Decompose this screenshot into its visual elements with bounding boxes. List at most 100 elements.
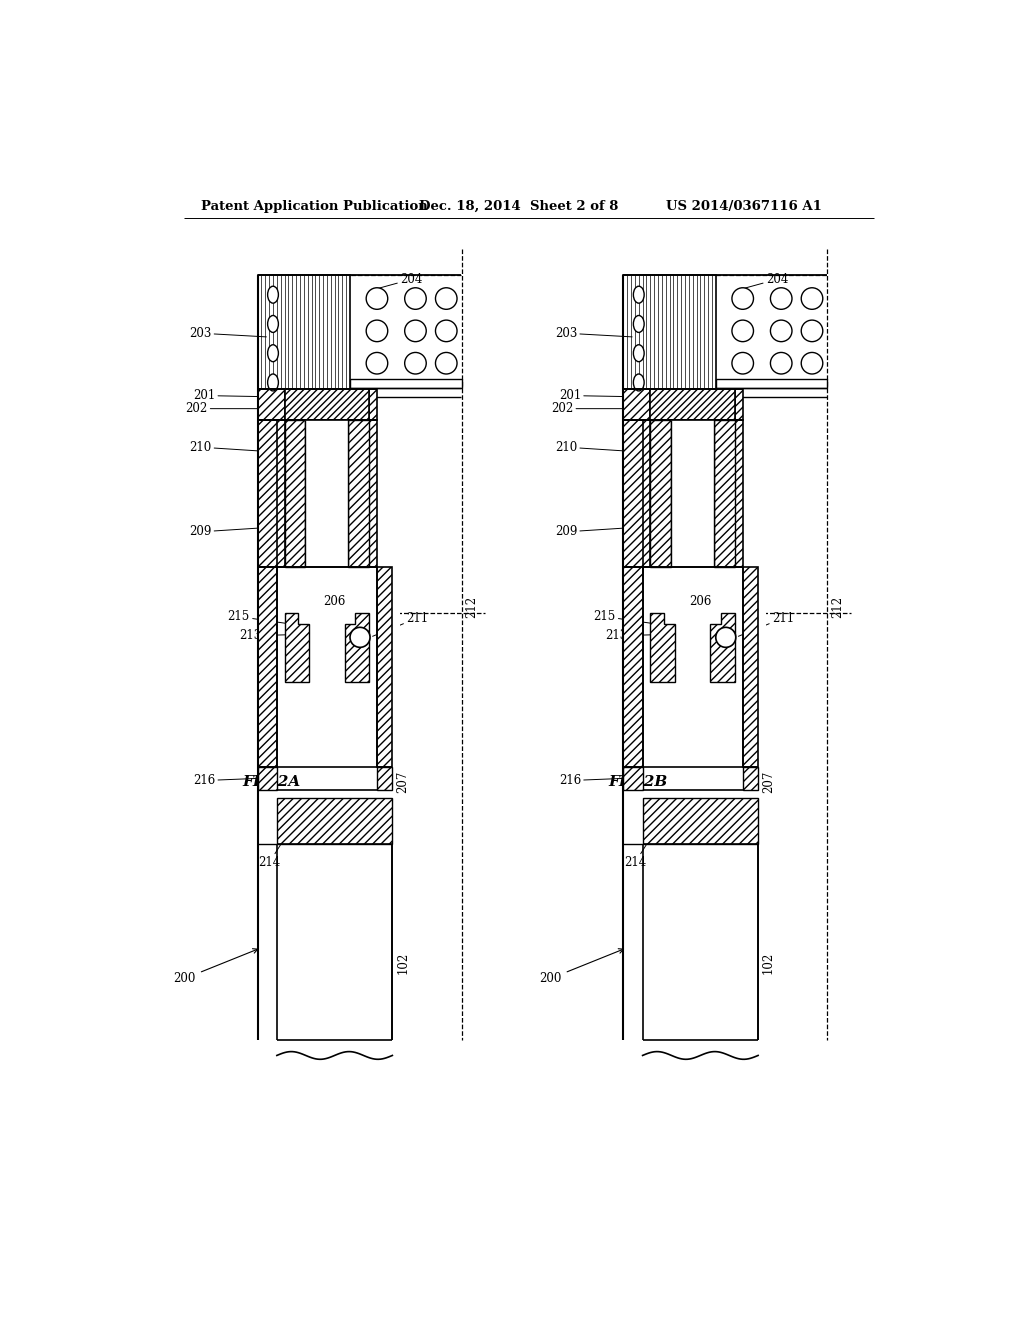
Bar	[716, 379, 827, 388]
Text: 102: 102	[396, 952, 410, 974]
Bar	[650, 389, 735, 420]
Bar	[258, 767, 276, 789]
Bar	[624, 566, 643, 767]
Bar	[714, 420, 735, 566]
Polygon shape	[711, 612, 735, 682]
Text: 102: 102	[762, 952, 775, 974]
Text: 201: 201	[193, 389, 286, 403]
Text: 200: 200	[174, 949, 258, 985]
Text: 211: 211	[738, 611, 794, 636]
Text: 215: 215	[594, 610, 655, 624]
Bar	[735, 389, 742, 420]
Text: US 2014/0367116 A1: US 2014/0367116 A1	[666, 199, 821, 213]
Text: 207: 207	[762, 771, 775, 793]
Circle shape	[770, 321, 792, 342]
Bar	[742, 566, 766, 767]
Ellipse shape	[634, 315, 644, 333]
Text: 203: 203	[189, 326, 266, 339]
Text: Patent Application Publication: Patent Application Publication	[202, 199, 428, 213]
Text: Dec. 18, 2014  Sheet 2 of 8: Dec. 18, 2014 Sheet 2 of 8	[419, 199, 618, 213]
Circle shape	[801, 288, 823, 309]
Circle shape	[770, 288, 792, 309]
Bar	[285, 389, 370, 420]
Bar	[348, 420, 370, 566]
Text: 214: 214	[624, 834, 652, 870]
Circle shape	[801, 321, 823, 342]
Bar	[370, 389, 377, 420]
Text: 206: 206	[323, 594, 345, 607]
Bar	[671, 420, 714, 566]
Bar	[377, 566, 400, 767]
Bar	[624, 276, 716, 389]
Circle shape	[801, 352, 823, 374]
Text: 212: 212	[466, 595, 478, 618]
Text: 216: 216	[559, 774, 625, 787]
Text: 206: 206	[689, 594, 712, 607]
Text: 213: 213	[240, 630, 303, 643]
Bar	[624, 420, 650, 566]
Bar	[742, 767, 758, 789]
Circle shape	[435, 321, 457, 342]
Bar	[285, 420, 305, 566]
Text: 204: 204	[372, 273, 423, 290]
Circle shape	[404, 288, 426, 309]
Text: 212: 212	[831, 595, 844, 618]
Text: FIG.2B: FIG.2B	[608, 775, 668, 789]
Polygon shape	[650, 612, 675, 682]
Bar	[258, 389, 285, 420]
Bar	[377, 566, 392, 767]
Circle shape	[350, 627, 370, 647]
Text: 209: 209	[189, 525, 257, 539]
Circle shape	[716, 627, 736, 647]
Text: 207: 207	[396, 771, 410, 793]
Text: 203: 203	[555, 326, 632, 339]
Circle shape	[732, 288, 754, 309]
Bar	[305, 420, 348, 566]
Bar	[742, 566, 758, 767]
Text: 210: 210	[189, 441, 257, 454]
Polygon shape	[285, 612, 309, 682]
Bar	[735, 420, 742, 566]
Polygon shape	[345, 612, 370, 682]
Ellipse shape	[267, 286, 279, 304]
Circle shape	[404, 352, 426, 374]
Text: 215: 215	[227, 610, 290, 624]
Text: 208: 208	[282, 525, 304, 539]
Ellipse shape	[634, 286, 644, 304]
Text: 204: 204	[737, 273, 788, 290]
Text: 211: 211	[373, 611, 428, 636]
Bar	[377, 767, 392, 789]
Bar	[258, 420, 285, 566]
Text: 201: 201	[559, 389, 651, 403]
Text: 202: 202	[551, 403, 625, 416]
Circle shape	[435, 288, 457, 309]
Text: 202: 202	[185, 403, 259, 416]
Circle shape	[732, 321, 754, 342]
Text: 208: 208	[647, 525, 670, 539]
Circle shape	[367, 288, 388, 309]
Circle shape	[367, 352, 388, 374]
Bar	[624, 389, 650, 420]
Bar	[258, 276, 350, 389]
Ellipse shape	[634, 345, 644, 362]
Text: 213: 213	[605, 630, 669, 643]
Ellipse shape	[267, 315, 279, 333]
Text: FIG.2A: FIG.2A	[243, 775, 300, 789]
Circle shape	[367, 321, 388, 342]
Text: 210: 210	[555, 441, 623, 454]
Circle shape	[732, 352, 754, 374]
Bar	[624, 767, 643, 789]
Bar	[276, 797, 392, 843]
Text: 205: 205	[282, 513, 304, 527]
Bar	[370, 420, 377, 566]
Bar	[650, 420, 671, 566]
Circle shape	[435, 352, 457, 374]
Circle shape	[770, 352, 792, 374]
Text: 200: 200	[540, 949, 624, 985]
Bar	[258, 566, 276, 767]
Ellipse shape	[634, 374, 644, 391]
Text: 214: 214	[258, 834, 287, 870]
Circle shape	[404, 321, 426, 342]
Ellipse shape	[267, 345, 279, 362]
Bar	[643, 797, 758, 843]
